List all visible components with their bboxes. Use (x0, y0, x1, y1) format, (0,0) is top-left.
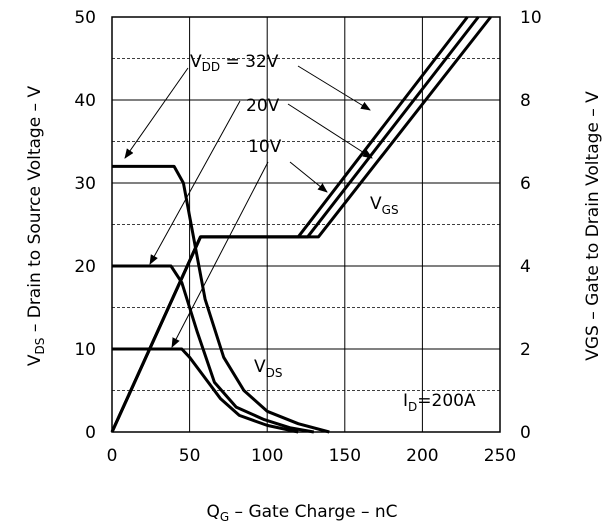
y-right-tick-label: 2 (520, 340, 531, 360)
series-vds-10v (112, 347, 299, 434)
x-tick-label: 250 (484, 446, 516, 466)
x-tick-label: 200 (406, 446, 438, 466)
y-right-tick-label: 10 (520, 8, 542, 28)
x-axis-title: QG – Gate Charge – nC (206, 502, 397, 524)
y-right-tick-label: 8 (520, 91, 531, 111)
series-vds-32v (112, 164, 330, 434)
annotation-10v: 10V (248, 137, 282, 157)
arrow-20v-to-vds (149, 100, 241, 265)
arrow-vdd-to-vgs (297, 65, 371, 111)
arrow-20v-to-vgs (287, 103, 373, 159)
arrow-vdd-to-vds (124, 67, 189, 159)
annotation-arrows (124, 65, 373, 348)
y-left-tick-label: 30 (74, 174, 96, 194)
curves (110, 16, 492, 434)
y-right-tick-label: 4 (520, 257, 531, 277)
x-tick-label: 50 (179, 446, 201, 466)
y-left-tick-label: 10 (74, 340, 96, 360)
annotation-20v: 20V (246, 96, 280, 116)
annotation-vgs: VGS (370, 194, 399, 217)
series-vgs-10v (110, 16, 469, 433)
y-right-tick-label: 0 (520, 423, 531, 443)
annotation-vds: VDS (254, 357, 283, 380)
y-left-tick-label: 20 (74, 257, 96, 277)
annotation-id: ID=200A (403, 391, 476, 414)
x-tick-label: 150 (329, 446, 361, 466)
y-left-tick-label: 40 (74, 91, 96, 111)
y-axis-right-title: VGS – Gate to Drain Voltage – V (583, 91, 603, 361)
x-tick-label: 100 (251, 446, 283, 466)
y-axis-left-title: VDS – Drain to Source Voltage – V (25, 86, 47, 367)
arrow-10v-to-vds (171, 161, 269, 348)
y-left-tick-label: 0 (85, 423, 96, 443)
annotation-vdd: VDD = 32V (190, 52, 279, 74)
series-vds-20v (112, 264, 315, 434)
x-tick-label: 0 (107, 446, 118, 466)
arrow-10v-to-vgs (289, 161, 328, 193)
y-left-tick-label: 50 (74, 8, 96, 28)
y-right-tick-label: 6 (520, 174, 531, 194)
